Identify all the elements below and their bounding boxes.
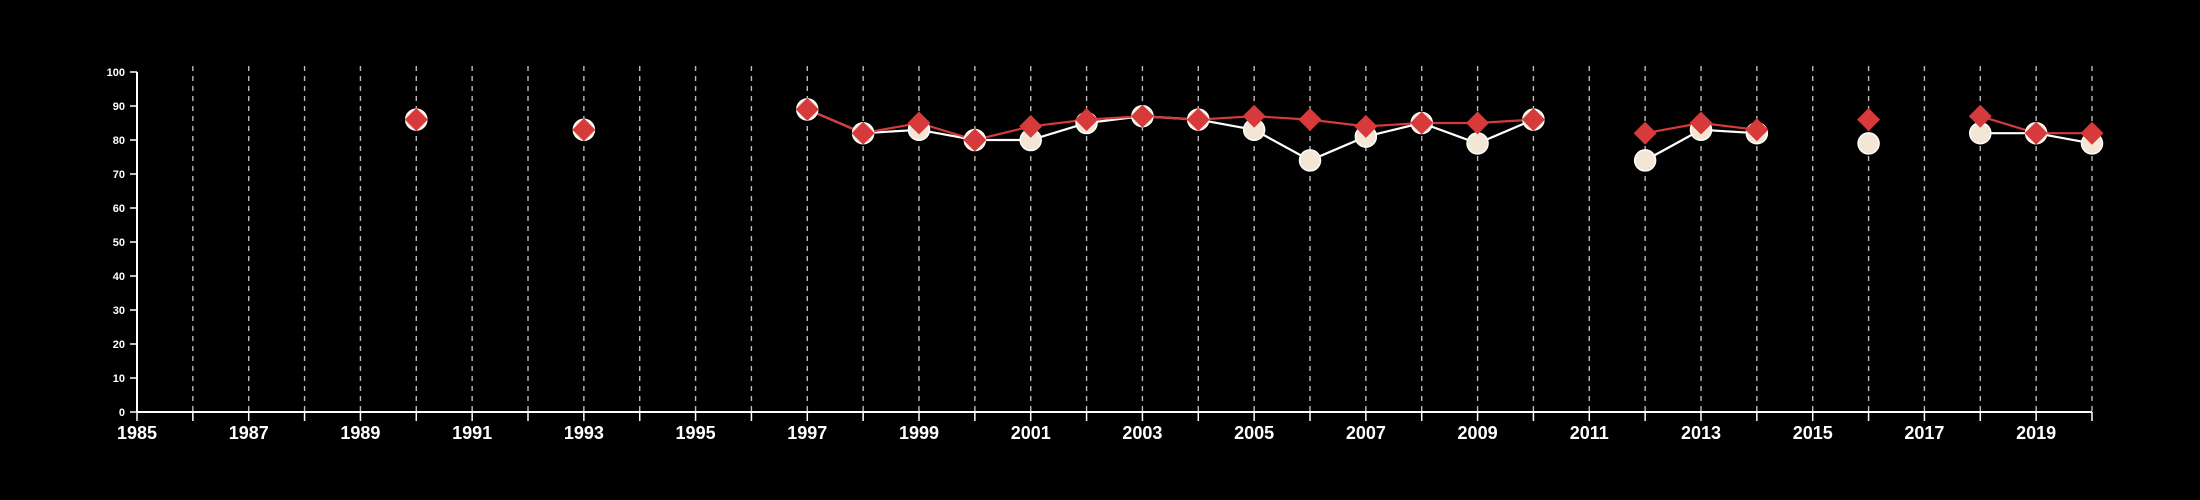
x-tick-label: 2011: [1570, 423, 1609, 443]
series-2-point: [1075, 108, 1099, 132]
series-2-point: [1466, 111, 1490, 135]
x-tick-label: 2005: [1234, 423, 1274, 443]
series-2-point: [1633, 121, 1657, 145]
series-2-point: [1410, 111, 1434, 135]
x-tick-label: 2013: [1681, 423, 1721, 443]
x-tick-label: 1991: [452, 423, 492, 443]
series-2-point: [1186, 108, 1210, 132]
series-2-point: [1745, 118, 1769, 142]
series-1-point: [1298, 149, 1322, 172]
series-1-point: [1466, 132, 1489, 155]
x-tick-label: 1999: [899, 423, 939, 443]
x-tick-label: 2007: [1346, 423, 1386, 443]
series-2-point: [1354, 114, 1378, 138]
series-2-point: [1968, 104, 1992, 128]
series-2-point: [963, 128, 987, 152]
series-1-point: [1857, 132, 1880, 155]
grid-lines: [192, 66, 2093, 412]
y-tick-label: 90: [113, 101, 125, 113]
series-2-point: [1298, 108, 1322, 132]
series-2-point: [572, 118, 596, 142]
x-tick-label: 2019: [2016, 423, 2056, 443]
x-tick-label: 1997: [787, 423, 827, 443]
x-tick-label: 2009: [1458, 423, 1498, 443]
series-2-point: [1689, 111, 1713, 135]
series-2-point: [1130, 104, 1154, 128]
x-tick-label: 1985: [117, 423, 157, 443]
axes: 0 10 20 30 40 50 60 70 80 90 100 1985 1987 1989 1991 19…: [107, 67, 2093, 443]
series-2-point: [1242, 104, 1266, 128]
x-tick-label: 1993: [564, 423, 604, 443]
series-2-point: [1857, 108, 1881, 132]
series-group: [404, 97, 2104, 172]
y-tick-label: 60: [113, 203, 125, 215]
series-2-point: [907, 111, 931, 135]
y-tick-label: 80: [113, 135, 125, 147]
series-1-point: [1633, 149, 1657, 172]
y-tick-label: 10: [113, 373, 125, 385]
x-tick-label: 1995: [676, 423, 716, 443]
series-2-point: [1019, 114, 1043, 138]
y-tick-label: 0: [119, 407, 125, 419]
y-tick-label: 100: [107, 67, 125, 79]
x-tick-label: 2015: [1793, 423, 1833, 443]
x-tick-label: 2017: [1904, 423, 1944, 443]
series-2-point: [795, 97, 819, 121]
x-tick-label: 1987: [229, 423, 269, 443]
x-tick-label: 2001: [1011, 423, 1051, 443]
y-tick-label: 20: [113, 339, 125, 351]
series-2-point: [2080, 121, 2104, 145]
y-tick-label: 70: [113, 169, 125, 181]
series-2-point: [1521, 108, 1545, 132]
y-tick-label: 40: [113, 271, 125, 283]
series-2-point: [404, 108, 428, 132]
x-tick-label: 2003: [1122, 423, 1162, 443]
y-tick-label: 50: [113, 237, 125, 249]
series-2-point: [851, 121, 875, 145]
y-tick-label: 30: [113, 305, 125, 317]
x-tick-label: 1989: [340, 423, 380, 443]
series-2-point: [2024, 121, 2048, 145]
